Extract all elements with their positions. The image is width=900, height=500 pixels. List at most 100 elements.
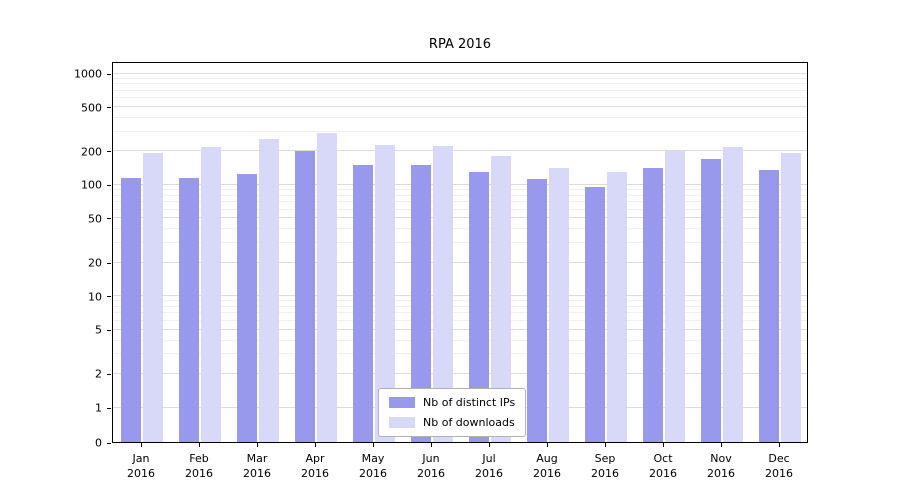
x-tick-label-line: Mar <box>246 452 268 465</box>
x-tick-label-line: Dec <box>768 452 790 465</box>
legend-item-distinct-ips: Nb of distinct IPs <box>389 396 515 409</box>
major-gridline <box>113 373 807 374</box>
y-tick-mark <box>107 407 111 409</box>
bar-downloads <box>317 132 337 442</box>
bar-distinct-ips <box>701 158 721 442</box>
legend-swatch <box>389 397 415 408</box>
legend-swatch <box>389 417 415 428</box>
x-tick-label: Feb 2016 <box>185 451 213 482</box>
bar-distinct-ips <box>643 168 663 442</box>
minor-gridline <box>113 77 807 79</box>
legend-label: Nb of downloads <box>423 416 515 429</box>
x-tick-label: Dec 2016 <box>765 451 793 482</box>
x-tick-label-line: 2016 <box>533 467 561 481</box>
y-tick-mark <box>107 442 111 444</box>
minor-gridline <box>113 201 807 203</box>
x-tick-mark <box>546 443 548 447</box>
x-tick-label-line: Jul <box>482 452 496 465</box>
x-tick-label-line: Nov <box>710 452 732 465</box>
y-tick-label: 10 <box>88 290 102 304</box>
y-tick-label: 1000 <box>74 67 102 81</box>
y-tick-mark <box>107 329 111 331</box>
x-tick-label-line: 2016 <box>475 467 503 481</box>
x-tick-label: Jan 2016 <box>127 451 155 482</box>
minor-gridline <box>113 208 807 210</box>
y-tick-label: 5 <box>95 323 102 337</box>
minor-gridline <box>113 97 807 99</box>
x-tick-label-line: Aug <box>536 452 558 465</box>
chart-title: RPA 2016 <box>428 37 492 52</box>
bar-downloads <box>549 168 569 442</box>
minor-gridline <box>113 300 807 302</box>
bar-distinct-ips <box>295 150 315 442</box>
major-gridline <box>113 106 807 108</box>
plot-area <box>112 62 808 443</box>
x-tick-label-line: Jan <box>132 452 150 465</box>
bar-downloads <box>665 150 685 442</box>
minor-gridline <box>113 83 807 85</box>
bar-distinct-ips <box>469 171 489 442</box>
bar-downloads <box>723 147 743 442</box>
x-tick-label: Aug 2016 <box>533 451 561 482</box>
x-tick-label-line: 2016 <box>591 467 619 481</box>
y-tick-label: 20 <box>88 256 102 270</box>
minor-gridline <box>113 130 807 132</box>
y-tick-label: 50 <box>88 212 102 226</box>
x-tick-label: Nov 2016 <box>707 451 735 482</box>
x-tick-mark <box>604 443 606 447</box>
x-tick-label-line: Feb <box>189 452 209 465</box>
y-tick-mark <box>107 373 111 375</box>
x-tick-label: Jul 2016 <box>475 451 503 482</box>
minor-gridline <box>113 312 807 314</box>
y-tick-mark <box>107 151 111 153</box>
y-tick-mark <box>107 73 111 75</box>
bar-downloads <box>607 171 627 442</box>
bar-distinct-ips <box>353 164 373 442</box>
minor-gridline <box>113 228 807 230</box>
minor-gridline <box>113 306 807 307</box>
x-tick-mark <box>198 443 200 447</box>
y-tick-label: 2 <box>95 367 102 381</box>
bar-distinct-ips <box>411 164 431 442</box>
x-tick-mark <box>430 443 432 447</box>
minor-gridline <box>113 319 807 321</box>
bar-downloads <box>143 153 163 442</box>
minor-gridline <box>113 353 807 355</box>
bar-distinct-ips <box>585 186 605 442</box>
x-tick-label-line: 2016 <box>417 467 445 481</box>
x-tick-label: Mar 2016 <box>243 451 271 482</box>
x-tick-mark <box>256 443 258 447</box>
y-tick-mark <box>107 218 111 220</box>
x-tick-mark <box>720 443 722 447</box>
major-gridline <box>113 295 807 297</box>
x-tick-label-line: 2016 <box>359 467 387 481</box>
x-tick-label: May 2016 <box>359 451 387 482</box>
bar-distinct-ips <box>527 178 547 442</box>
x-tick-mark <box>140 443 142 447</box>
major-gridline <box>113 72 807 74</box>
minor-gridline <box>113 339 807 341</box>
y-tick-mark <box>107 262 111 264</box>
x-tick-label: Oct 2016 <box>649 451 677 482</box>
y-tick-mark <box>107 184 111 186</box>
bar-distinct-ips <box>237 173 257 442</box>
x-tick-label-line: 2016 <box>185 467 213 481</box>
major-gridline <box>113 261 807 263</box>
bar-downloads <box>201 147 221 442</box>
y-tick-label: 500 <box>81 101 102 115</box>
y-tick-label: 100 <box>81 178 102 192</box>
major-gridline <box>113 217 807 219</box>
x-tick-label-line: Oct <box>653 452 673 465</box>
legend-item-downloads: Nb of downloads <box>389 416 515 429</box>
y-tick-label: 1 <box>95 401 102 415</box>
minor-gridline <box>113 189 807 190</box>
x-tick-label-line: 2016 <box>765 467 793 481</box>
x-tick-label: Jun 2016 <box>417 451 445 482</box>
y-tick-mark <box>107 107 111 109</box>
major-gridline <box>113 328 807 330</box>
minor-gridline <box>113 194 807 196</box>
minor-gridline <box>113 116 807 118</box>
x-tick-label: Apr 2016 <box>301 451 329 482</box>
minor-gridline <box>113 242 807 244</box>
